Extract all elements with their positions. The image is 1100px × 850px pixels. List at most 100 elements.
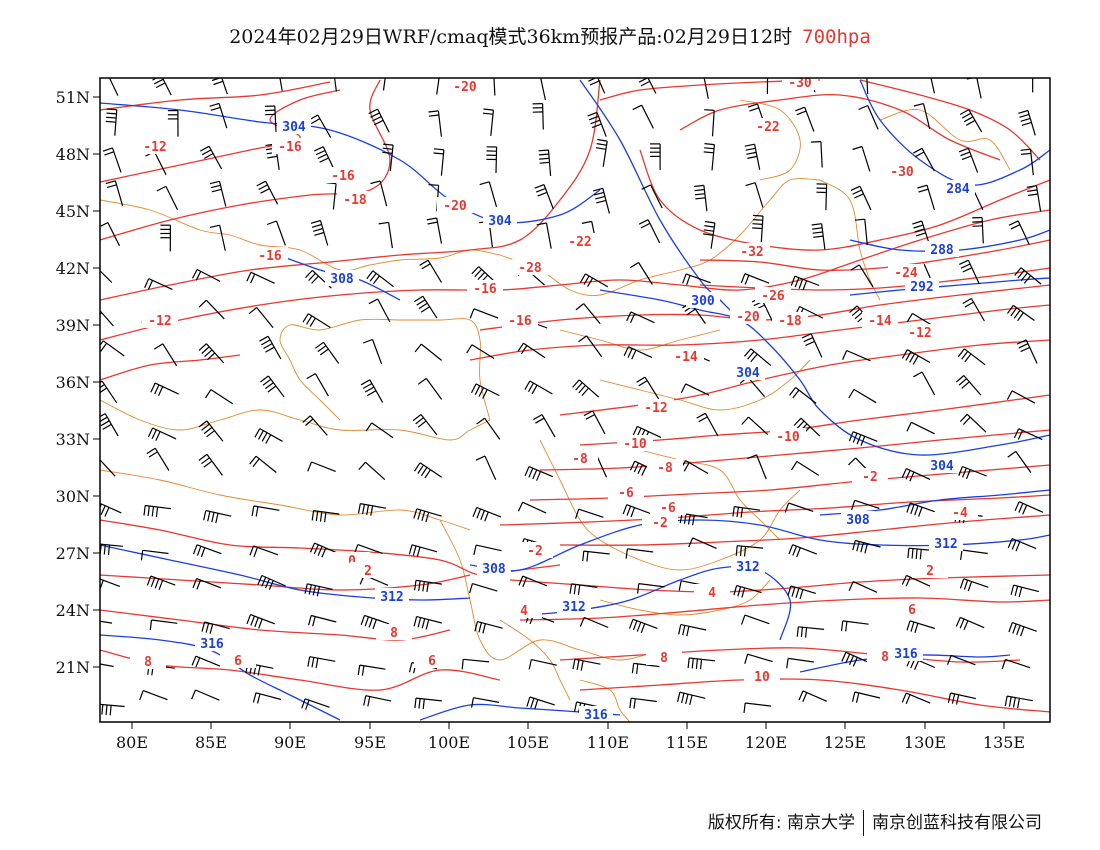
lat-tick-label: 39N bbox=[56, 316, 90, 335]
wind-barb bbox=[517, 342, 546, 359]
province-border bbox=[279, 318, 491, 421]
wind-barb bbox=[626, 311, 655, 324]
wind-barb bbox=[930, 78, 935, 94]
wind-barb bbox=[143, 504, 172, 517]
wind-barb bbox=[795, 106, 815, 132]
wind-barb bbox=[1007, 304, 1035, 322]
height-label: 308 bbox=[330, 272, 354, 287]
wind-barb bbox=[957, 348, 986, 366]
wind-barb bbox=[358, 461, 386, 481]
wind-barb bbox=[962, 297, 985, 322]
wind-barb bbox=[579, 616, 609, 629]
footer-divider bbox=[863, 810, 864, 836]
wind-barb bbox=[534, 184, 554, 210]
wind-barb bbox=[811, 223, 826, 250]
lon-tick-label: 85E bbox=[195, 733, 227, 752]
wind-barb bbox=[246, 271, 275, 284]
province-border bbox=[499, 619, 571, 701]
wind-barb bbox=[414, 343, 442, 361]
wind-barb bbox=[198, 453, 223, 476]
wind-barb bbox=[533, 414, 556, 438]
wind-barb bbox=[147, 427, 177, 441]
wind-barb bbox=[413, 508, 442, 523]
wind-barb bbox=[479, 181, 498, 207]
wind-barb bbox=[575, 508, 604, 519]
wind-barb bbox=[1006, 390, 1036, 404]
temperature-label: -22 bbox=[756, 120, 779, 135]
wind-barb bbox=[840, 620, 869, 632]
wind-barb bbox=[357, 664, 386, 676]
temperature-label: -32 bbox=[740, 245, 763, 260]
wind-barb bbox=[308, 614, 337, 627]
wind-barb bbox=[798, 690, 828, 703]
wind-barb bbox=[140, 549, 169, 561]
wind-barb bbox=[100, 620, 113, 624]
height-label: 304 bbox=[736, 366, 760, 381]
wind-barb bbox=[203, 509, 232, 524]
wind-barb bbox=[413, 616, 442, 630]
lat-tick-label: 45N bbox=[56, 202, 90, 221]
height-label: 300 bbox=[691, 294, 715, 309]
wind-barb bbox=[744, 143, 761, 170]
height-label: 308 bbox=[482, 562, 506, 577]
wind-barb bbox=[901, 349, 931, 365]
wind-barb bbox=[433, 148, 445, 176]
wind-barb bbox=[360, 614, 390, 630]
temperature-label: -22 bbox=[568, 235, 591, 250]
geopotential-contour bbox=[100, 102, 601, 224]
wind-barb bbox=[382, 143, 394, 172]
wind-barb bbox=[848, 581, 878, 593]
wind-barb bbox=[311, 510, 340, 523]
wind-barb bbox=[1008, 622, 1037, 637]
wind-barb bbox=[741, 614, 770, 625]
plot-frame bbox=[99, 77, 1051, 723]
temperature-label: -14 bbox=[674, 350, 698, 365]
geopotential-contour bbox=[859, 79, 1050, 186]
wind-barb bbox=[632, 104, 654, 129]
wind-barb bbox=[744, 653, 773, 664]
temperature-label: 4 bbox=[520, 604, 528, 619]
wind-barb bbox=[966, 78, 982, 99]
wind-barb bbox=[1007, 450, 1032, 473]
temperature-label: -18 bbox=[343, 193, 367, 208]
temperature-isotherm bbox=[699, 239, 1050, 271]
temperature-label: -2 bbox=[527, 544, 543, 559]
wind-barb bbox=[528, 659, 557, 670]
temperature-isotherm bbox=[539, 429, 1050, 471]
wind-barb bbox=[587, 111, 607, 137]
temperature-label: -6 bbox=[618, 486, 634, 501]
wind-barb bbox=[629, 261, 653, 285]
wind-barb bbox=[583, 410, 606, 435]
pressure-level: 700hpa bbox=[802, 26, 871, 48]
wind-barb bbox=[357, 503, 387, 516]
wind-barb bbox=[100, 578, 121, 590]
province-border bbox=[539, 439, 801, 571]
temperature-label: -16 bbox=[331, 169, 355, 184]
wind-barb bbox=[946, 654, 976, 666]
footer-owner: 版权所有: 南京大学 bbox=[707, 813, 855, 833]
temperature-label: -20 bbox=[736, 310, 760, 325]
wind-barb bbox=[628, 618, 658, 634]
height-labels: 3043043083003042842882923043083083123123… bbox=[195, 118, 975, 722]
wind-barb bbox=[1016, 339, 1038, 364]
temperature-label: 4 bbox=[708, 586, 716, 601]
geopotential-contour bbox=[100, 544, 471, 601]
lat-tick-label: 36N bbox=[56, 373, 90, 392]
temperature-label: -2 bbox=[862, 470, 878, 485]
wind-barb bbox=[100, 309, 114, 327]
wind-barb bbox=[100, 340, 125, 357]
wind-barb bbox=[310, 219, 329, 246]
wind-barb bbox=[636, 376, 660, 400]
wind-barb bbox=[592, 187, 610, 214]
temperature-isotherm bbox=[469, 304, 1050, 361]
wind-barb bbox=[160, 224, 171, 252]
wind-barb bbox=[152, 78, 172, 96]
wind-barb bbox=[575, 303, 601, 325]
wind-barb bbox=[579, 273, 609, 288]
wind-barb bbox=[912, 147, 935, 172]
wind-barb bbox=[100, 380, 118, 404]
temperature-label: -16 bbox=[508, 314, 532, 329]
wind-barb bbox=[703, 78, 709, 99]
wind-barb bbox=[787, 585, 816, 600]
temperature-label: -14 bbox=[868, 314, 892, 329]
